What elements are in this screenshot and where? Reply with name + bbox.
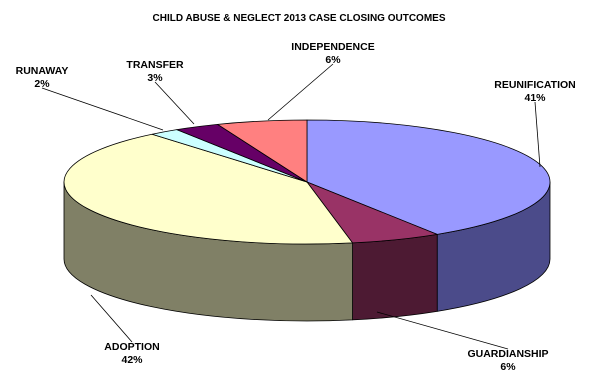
slice-label-transfer: TRANSFER: [126, 59, 184, 71]
slice-label-independence: INDEPENDENCE: [291, 41, 374, 53]
slice-labels: REUNIFICATION41%GUARDIANSHIP6%ADOPTION42…: [16, 41, 576, 373]
pie-tops: [63, 119, 551, 245]
leader-line-independence: [267, 63, 334, 121]
slice-label-guardianship: GUARDIANSHIP: [467, 348, 548, 360]
leader-line-guardianship: [376, 311, 509, 350]
slice-value-independence: 6%: [325, 54, 341, 66]
slice-label-reunification: REUNIFICATION: [494, 79, 575, 91]
slice-value-adoption: 42%: [121, 354, 143, 366]
leader-line-runaway: [41, 87, 164, 131]
slice-label-runaway: RUNAWAY: [16, 65, 69, 77]
slice-side-guardianship: [352, 233, 438, 321]
slice-adoption: [63, 133, 353, 245]
slice-value-transfer: 3%: [147, 72, 163, 84]
slice-reunification: [306, 119, 551, 235]
chart-title: CHILD ABUSE & NEGLECT 2013 CASE CLOSING …: [153, 13, 446, 24]
slice-value-guardianship: 6%: [500, 361, 516, 373]
leader-line-adoption: [90, 294, 133, 343]
leader-line-transfer: [154, 81, 195, 125]
slice-value-runaway: 2%: [34, 78, 50, 90]
slice-value-reunification: 41%: [524, 92, 546, 104]
slice-label-adoption: ADOPTION: [104, 341, 159, 353]
pie-sides: [63, 181, 551, 322]
leader-lines: [41, 63, 541, 350]
slice-independence: [217, 119, 308, 183]
leader-line-reunification: [534, 101, 541, 168]
